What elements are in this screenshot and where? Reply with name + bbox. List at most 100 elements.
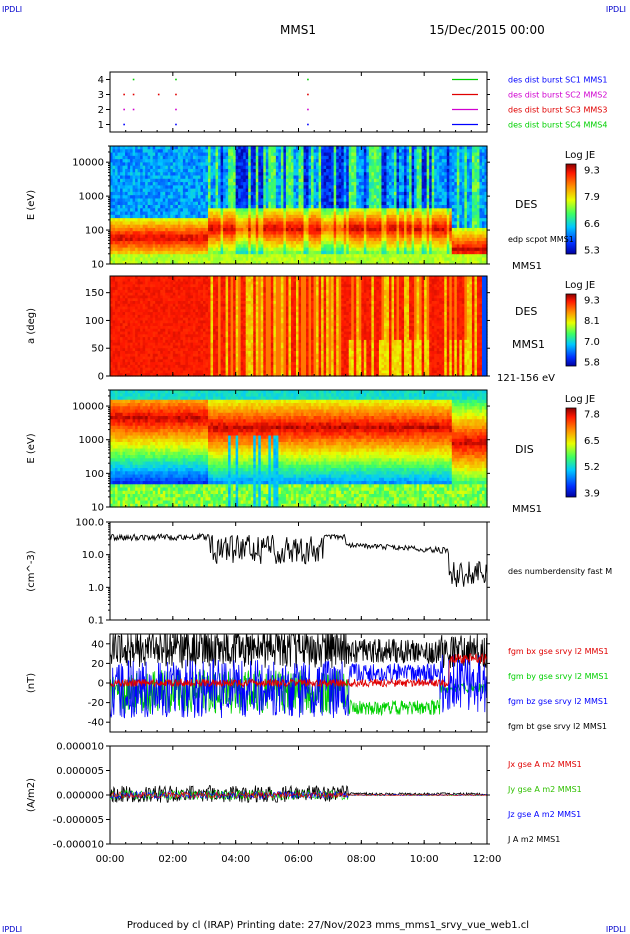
panel-des-energy-cell (208, 237, 212, 242)
panel-des-energy-cell (202, 218, 207, 222)
panel-des-energy-cell (210, 247, 214, 252)
panel-des-energy-cell (182, 165, 186, 170)
panel-des-energy-cell (298, 234, 302, 239)
panel-des-energy-cell (187, 155, 192, 160)
panel-des-energy-cell (157, 159, 161, 163)
panel-des-energy-cell (225, 260, 229, 265)
panel-des-energy-cell (220, 244, 224, 249)
panel-des-energy-cell (235, 260, 239, 265)
panel-des-energy-cell (285, 152, 290, 157)
panel-des-energy-cell (223, 231, 227, 236)
panel-des-energy-cell (233, 241, 237, 245)
panel-des-energy-cell (110, 191, 114, 196)
panel-des-energy-cell (280, 257, 285, 262)
panel-des-energy-cell (285, 208, 290, 213)
panel-des-energy-cell (230, 172, 234, 177)
panel-des-energy-cell (303, 185, 307, 190)
panel-des-energy-cell (137, 224, 141, 229)
panel-des-energy-cell (120, 214, 124, 219)
panel-des-energy-cell (210, 257, 214, 262)
panel-des-energy-cell (295, 214, 300, 219)
panel-des-energy-cell (165, 211, 169, 216)
panel-des-energy-cell (157, 224, 161, 229)
panel-des-energy-cell (115, 182, 119, 186)
panel-des-energy-cell (185, 188, 189, 193)
panel-des-energy-cell (213, 155, 217, 160)
panel-des-energy-cell (293, 198, 297, 203)
panel-des-energy-cell (238, 178, 242, 183)
panel-des-energy-cell (200, 257, 204, 262)
panel-des-energy-cell (228, 234, 232, 239)
panel-des-energy-cell (170, 195, 174, 200)
panel-des-energy-cell (215, 260, 219, 265)
panel-des-energy-cell (268, 211, 272, 216)
panel-des-energy-cell (283, 188, 287, 193)
panel-des-energy-cell (268, 260, 272, 265)
panel-des-energy-cell (230, 247, 234, 252)
panel-des-energy-cell (235, 195, 239, 200)
panel-des-energy-cell (205, 172, 209, 177)
panel-des-energy-cell (145, 195, 149, 200)
panel-des-energy-cell (117, 155, 121, 160)
panel-des-energy-cell (180, 231, 184, 236)
panel-des-energy-cell (208, 257, 212, 262)
panel-des-energy-cell (157, 149, 161, 154)
panel-des-energy-cell (270, 241, 274, 245)
panel-des-energy-cell (225, 211, 229, 216)
panel-des-energy-cell (165, 155, 169, 160)
panel-des-energy-cell (165, 168, 169, 173)
panel-des-energy-cell (215, 159, 219, 163)
panel-des-energy-cell (157, 172, 161, 177)
panel-des-energy-cell (243, 168, 247, 173)
panel-des-energy-cell (295, 208, 300, 213)
panel-des-energy-cell (137, 218, 141, 222)
panel-des-energy-cell (172, 211, 176, 216)
panel-des-energy-cell (225, 146, 229, 150)
panel-des-energy-cell (233, 168, 237, 173)
panel-des-energy-cell (255, 227, 259, 232)
panel-des-energy-cell (270, 146, 274, 150)
panel-des-energy-cell (135, 178, 139, 183)
panel-des-energy-cell (230, 208, 234, 213)
panel-des-energy-cell (140, 195, 144, 200)
panel-des-energy-cell (288, 244, 292, 249)
panel-des-energy-cell (260, 175, 264, 180)
panel-des-energy-cell (162, 201, 166, 206)
panel-des-energy-cell (243, 237, 247, 242)
panel-des-energy-cell (110, 198, 114, 203)
panel-des-energy-cell (167, 175, 171, 180)
panel-des-energy-cell (200, 178, 204, 183)
panel-des-energy-cell (170, 250, 174, 255)
panel-des-energy-cell (132, 254, 136, 259)
panel-des-energy-cell (260, 221, 264, 226)
panel-des-energy-cell (298, 165, 302, 170)
panel-des-energy-cell (280, 198, 285, 203)
panel-des-energy-cell (240, 182, 244, 186)
panel-des-energy-cell (130, 178, 134, 183)
panel-des-energy-cell (157, 155, 161, 160)
panel-des-energy-cell (208, 211, 212, 216)
panel-des-energy-cell (306, 218, 310, 222)
panel-des-energy-cell (127, 211, 131, 216)
panel-des-energy-cell (180, 168, 184, 173)
panel-des-energy-cell (180, 247, 184, 252)
panel-des-energy-cell (243, 162, 247, 167)
panel-des-energy-cell (290, 185, 295, 190)
panel-des-energy-cell (177, 221, 181, 226)
panel-des-energy-cell (140, 221, 144, 226)
panel-des-energy-cell (187, 214, 192, 219)
panel-des-energy-cell (215, 218, 219, 222)
panel-des-energy-cell (213, 195, 217, 200)
panel-des-energy-cell (122, 254, 126, 259)
panel-des-energy-cell (270, 152, 274, 157)
panel-des-energy-cell (288, 168, 292, 173)
panel-des-energy-cell (125, 231, 129, 236)
panel-des-energy-cell (303, 155, 307, 160)
panel-des-energy-cell (283, 244, 287, 249)
panel-des-energy-cell (250, 191, 254, 196)
panel-des-energy-cell (192, 234, 197, 239)
panel-des-energy-cell (157, 191, 161, 196)
panel-des-energy-cell (275, 237, 279, 242)
panel-des-energy-cell (215, 182, 219, 186)
panel-des-energy-cell (213, 188, 217, 193)
